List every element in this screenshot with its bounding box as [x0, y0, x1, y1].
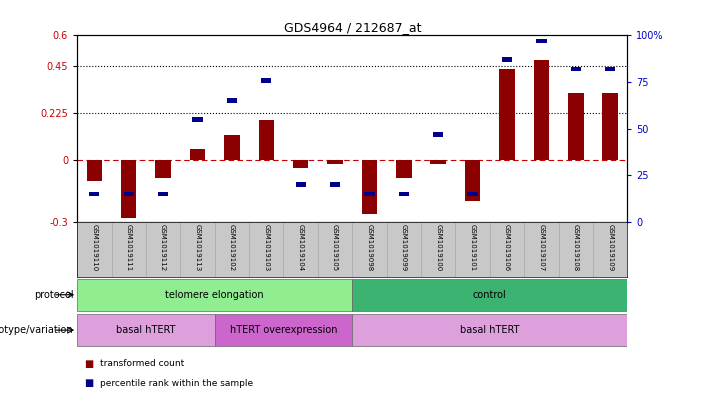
Text: hTERT overexpression: hTERT overexpression	[230, 325, 337, 335]
Text: protocol: protocol	[34, 290, 74, 300]
Bar	[465, 160, 480, 201]
Bar	[89, 192, 100, 196]
Bar	[283, 222, 318, 277]
Bar	[502, 57, 512, 62]
Bar	[568, 94, 583, 160]
Text: GSM1019106: GSM1019106	[504, 224, 510, 271]
Text: GSM1019112: GSM1019112	[160, 224, 166, 271]
Bar	[121, 160, 137, 218]
Text: GSM1019104: GSM1019104	[298, 224, 304, 271]
Bar	[365, 192, 374, 196]
Text: GSM1019109: GSM1019109	[607, 224, 613, 271]
Text: percentile rank within the sample: percentile rank within the sample	[100, 379, 252, 387]
Bar	[111, 222, 146, 277]
Text: ■: ■	[84, 378, 93, 388]
Bar	[353, 314, 627, 346]
Text: GSM1019105: GSM1019105	[332, 224, 338, 271]
Text: GSM1019107: GSM1019107	[538, 224, 545, 271]
Text: transformed count: transformed count	[100, 359, 184, 368]
Bar	[536, 39, 547, 43]
Text: GSM1019101: GSM1019101	[470, 224, 475, 271]
Bar	[226, 98, 237, 103]
Bar	[362, 160, 377, 214]
Text: GSM1019098: GSM1019098	[367, 224, 372, 271]
Bar	[77, 279, 353, 310]
Bar	[318, 222, 353, 277]
Bar	[387, 222, 421, 277]
Bar	[215, 222, 249, 277]
Bar	[468, 192, 478, 196]
Bar	[602, 94, 618, 160]
Bar	[192, 117, 203, 122]
Bar	[396, 160, 411, 178]
Bar	[433, 132, 444, 137]
Bar	[261, 78, 271, 83]
Bar	[190, 149, 205, 160]
Bar	[224, 135, 240, 160]
Text: GSM1019100: GSM1019100	[435, 224, 441, 271]
Text: ■: ■	[84, 358, 93, 369]
Text: basal hTERT: basal hTERT	[460, 325, 519, 335]
Bar	[293, 160, 308, 168]
Bar	[180, 222, 215, 277]
Bar	[158, 192, 168, 196]
Bar	[146, 222, 180, 277]
Text: GSM1019110: GSM1019110	[91, 224, 97, 271]
Text: GSM1019103: GSM1019103	[264, 224, 269, 271]
Text: control: control	[473, 290, 507, 300]
Bar	[524, 222, 559, 277]
Bar	[296, 182, 306, 187]
Bar	[353, 279, 627, 310]
Bar	[605, 67, 615, 71]
Bar	[499, 68, 515, 160]
Bar	[430, 160, 446, 164]
Bar	[77, 222, 111, 277]
Text: telomere elongation: telomere elongation	[165, 290, 264, 300]
Bar	[327, 160, 343, 164]
Bar	[490, 222, 524, 277]
Bar	[399, 192, 409, 196]
Bar	[215, 314, 352, 346]
Bar	[249, 222, 283, 277]
Bar	[559, 222, 593, 277]
Text: GSM1019099: GSM1019099	[401, 224, 407, 271]
Bar	[593, 222, 627, 277]
Bar	[533, 60, 549, 160]
Text: GSM1019108: GSM1019108	[573, 224, 579, 271]
Bar	[330, 182, 340, 187]
Text: GSM1019102: GSM1019102	[229, 224, 235, 271]
Text: GSM1019113: GSM1019113	[194, 224, 200, 271]
Bar	[571, 67, 581, 71]
Bar	[86, 160, 102, 180]
Bar	[156, 160, 171, 178]
Bar	[123, 192, 134, 196]
Text: genotype/variation: genotype/variation	[0, 325, 74, 335]
Bar	[421, 222, 456, 277]
Bar	[353, 222, 387, 277]
Text: basal hTERT: basal hTERT	[116, 325, 176, 335]
Bar	[77, 314, 215, 346]
Title: GDS4964 / 212687_at: GDS4964 / 212687_at	[283, 21, 421, 34]
Text: GSM1019111: GSM1019111	[125, 224, 132, 271]
Bar	[259, 120, 274, 160]
Bar	[456, 222, 490, 277]
